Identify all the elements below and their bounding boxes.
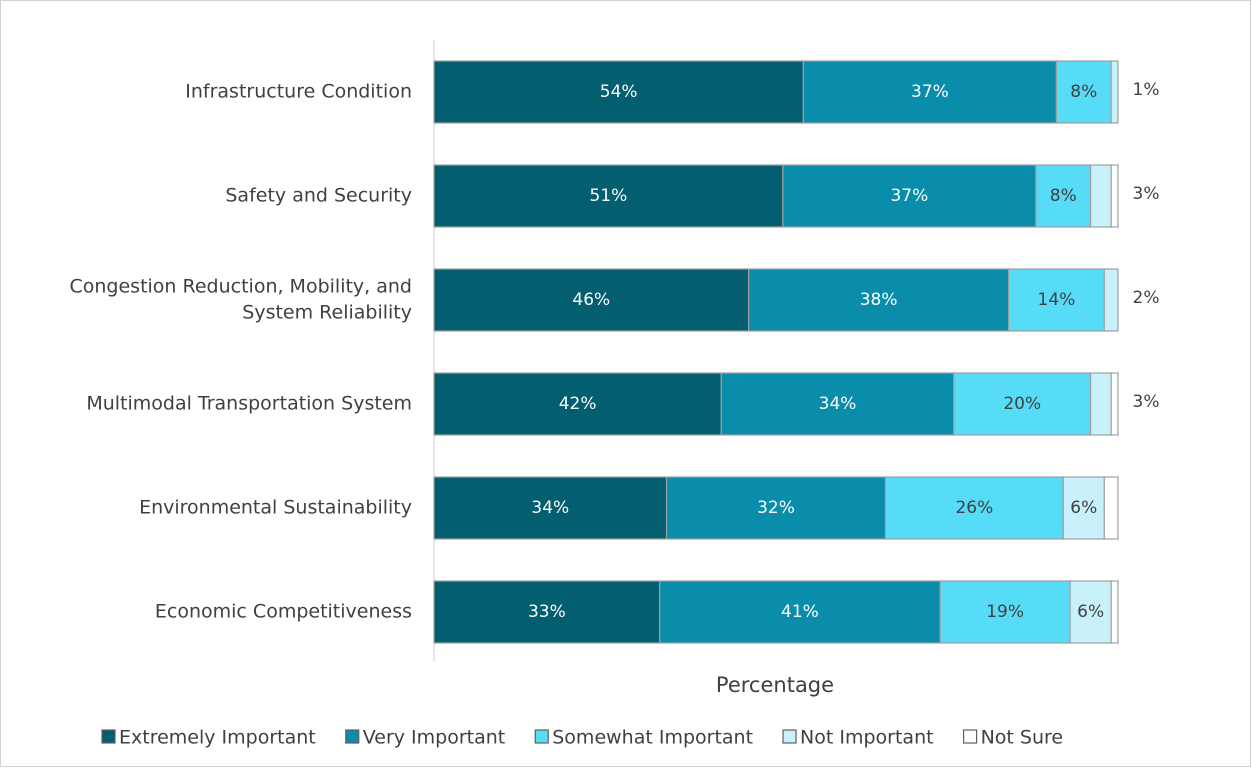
bar-segment	[884, 476, 1064, 540]
bar-segment	[1103, 268, 1119, 332]
legend-swatch	[782, 729, 797, 744]
bar-segment	[1090, 372, 1112, 436]
bar-segment	[1007, 268, 1105, 332]
bar-segment	[748, 268, 1010, 332]
bar-segment	[433, 372, 722, 436]
data-label: 37%	[890, 186, 928, 206]
data-label: 14%	[1038, 290, 1076, 310]
legend-swatch	[345, 729, 360, 744]
category-label: System Reliability	[242, 302, 412, 324]
data-label: 2%	[1133, 288, 1160, 308]
bar-segment	[1110, 60, 1119, 124]
legend-label: Extremely Important	[119, 727, 316, 749]
bar-segment	[659, 580, 941, 644]
data-label: 26%	[955, 498, 993, 518]
data-label: 41%	[781, 602, 819, 622]
data-label: 54%	[600, 82, 638, 102]
legend-label: Somewhat Important	[552, 727, 753, 749]
category-label: Multimodal Transportation System	[86, 393, 412, 415]
bar-segment	[433, 60, 804, 124]
data-label: 37%	[911, 82, 949, 102]
legend-label: Not Important	[800, 727, 934, 749]
data-label: 3%	[1133, 392, 1160, 412]
data-label: 1%	[1133, 80, 1160, 100]
bar-segment	[720, 372, 955, 436]
bar-segment	[953, 372, 1092, 436]
x-axis-label: Percentage	[716, 673, 834, 697]
data-label: 34%	[819, 394, 857, 414]
data-label: 20%	[1003, 394, 1041, 414]
data-label: 51%	[590, 186, 628, 206]
category-label: Infrastructure Condition	[185, 81, 412, 103]
data-label: 34%	[531, 498, 569, 518]
bar-segment	[1110, 580, 1119, 644]
legend-label: Not Sure	[981, 727, 1064, 749]
data-label: 3%	[1133, 184, 1160, 204]
legend-label: Very Important	[363, 727, 506, 749]
bar-segment	[1103, 476, 1119, 540]
bar-segment	[782, 164, 1037, 228]
category-label: Congestion Reduction, Mobility, and	[69, 276, 412, 298]
data-label: 8%	[1070, 82, 1097, 102]
legend-swatch	[534, 729, 549, 744]
bar-segment	[1062, 476, 1105, 540]
bar-segment	[802, 60, 1058, 124]
bar-segment	[433, 268, 750, 332]
bar-segment	[433, 580, 661, 644]
data-label: 8%	[1050, 186, 1077, 206]
category-label: Environmental Sustainability	[139, 497, 412, 519]
data-label: 33%	[528, 602, 566, 622]
bar-segment	[433, 476, 668, 540]
bar-segment	[1069, 580, 1112, 644]
data-label: 42%	[559, 394, 597, 414]
bar-segment	[1110, 164, 1119, 228]
legend-swatch	[962, 729, 978, 744]
category-label: Safety and Security	[225, 185, 412, 207]
data-label: 32%	[757, 498, 795, 518]
legend-swatch	[101, 729, 116, 744]
bar-segment	[665, 476, 887, 540]
data-label: 38%	[860, 290, 898, 310]
data-label: 6%	[1077, 602, 1104, 622]
data-label: 46%	[572, 290, 610, 310]
bar-segment	[1110, 372, 1119, 436]
bar-segment	[1090, 164, 1112, 228]
data-label: 19%	[986, 602, 1024, 622]
bar-segment	[939, 580, 1071, 644]
data-label: 6%	[1070, 498, 1097, 518]
category-label: Economic Competitiveness	[155, 601, 412, 623]
